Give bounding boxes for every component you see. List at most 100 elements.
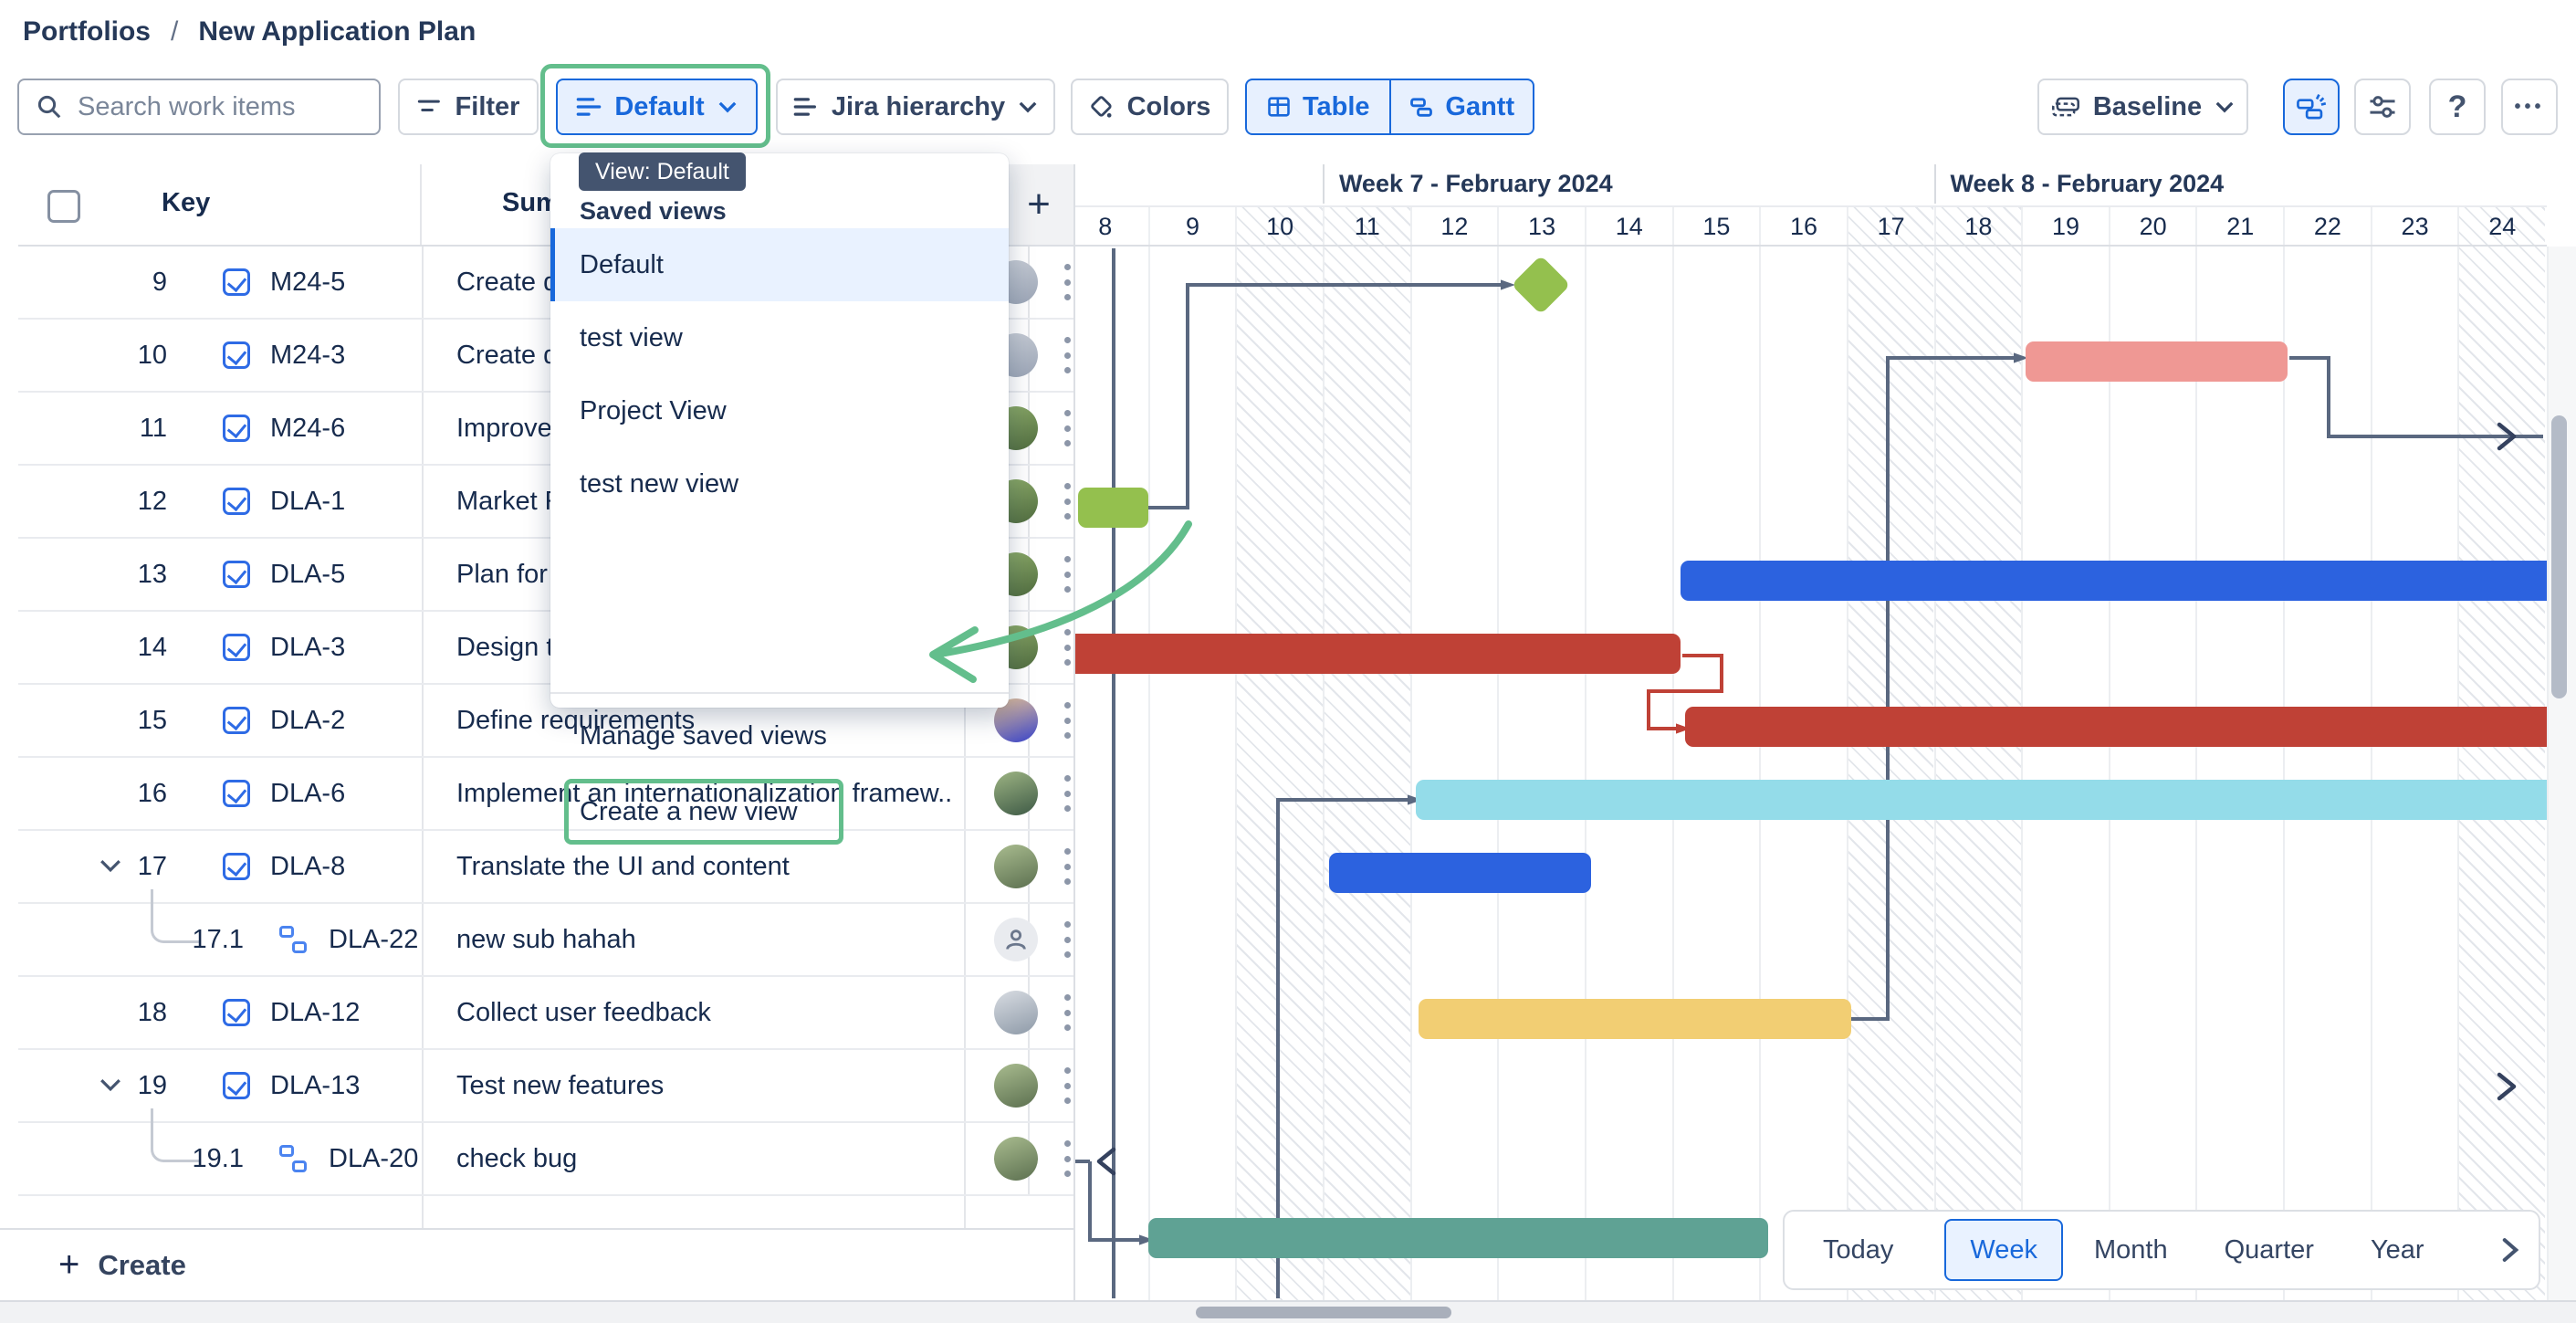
table-row[interactable]: 17 DLA-8 Translate the UI and content — [18, 831, 1073, 904]
avatar[interactable] — [994, 1064, 1038, 1108]
row-menu-button[interactable] — [1058, 483, 1073, 520]
work-item-summary[interactable]: Design th — [456, 632, 569, 662]
add-column-button[interactable]: + — [1004, 164, 1073, 245]
select-all-checkbox[interactable] — [47, 190, 80, 223]
row-menu-button[interactable] — [1058, 1067, 1073, 1104]
table-row[interactable]: 17.1 DLA-22 new sub hahah — [18, 889, 1073, 977]
gantt-bar[interactable] — [1416, 780, 2547, 820]
collapse-chevron-icon[interactable] — [99, 1076, 122, 1094]
horizontal-scrollbar-thumb[interactable] — [1196, 1307, 1451, 1318]
work-item-summary[interactable]: new sub hahah — [456, 924, 636, 954]
baseline-button[interactable]: Baseline — [2037, 79, 2248, 135]
row-number: 18 — [137, 997, 167, 1027]
table-row[interactable]: 19.1 DLA-20 check bug — [18, 1108, 1073, 1196]
vertical-scrollbar-track[interactable] — [2547, 247, 2576, 1300]
work-item-key[interactable]: DLA-13 — [270, 1070, 361, 1100]
work-item-key[interactable]: DLA-8 — [270, 851, 346, 881]
table-gantt-divider[interactable] — [1073, 164, 1075, 1300]
gantt-icon — [1410, 98, 1433, 117]
day-column — [2370, 247, 2458, 1300]
day-header: 8 — [1075, 207, 1148, 245]
avatar[interactable] — [994, 1137, 1038, 1181]
column-header-key[interactable]: Key — [162, 188, 211, 217]
work-item-key[interactable]: M24-5 — [270, 267, 346, 297]
work-item-summary[interactable]: check bug — [456, 1143, 578, 1173]
row-number: 16 — [137, 778, 167, 808]
work-item-summary[interactable]: Collect user feedback — [456, 997, 711, 1027]
table-row[interactable]: 19 DLA-13 Test new features — [18, 1050, 1073, 1123]
saved-views-dropdown: Saved views Default test view Project View… — [550, 153, 1009, 845]
settings-sliders-button[interactable] — [2354, 79, 2411, 135]
table-row[interactable]: 18 DLA-12 Collect user feedback — [18, 977, 1073, 1050]
work-item-key[interactable]: DLA-1 — [270, 486, 346, 516]
gantt-bar[interactable] — [1147, 1218, 1768, 1258]
gantt-toggle-button[interactable]: Gantt — [1391, 80, 1534, 133]
more-options-button[interactable]: ••• — [2501, 79, 2558, 135]
avatar-unassigned[interactable] — [994, 918, 1038, 961]
work-item-key[interactable]: DLA-6 — [270, 778, 346, 808]
row-menu-button[interactable] — [1058, 337, 1073, 373]
work-item-key[interactable]: DLA-22 — [329, 924, 419, 954]
view-selector-button[interactable]: Default — [556, 79, 758, 135]
table-row[interactable]: 15 DLA-2 Define requirements — [18, 685, 1073, 758]
timeline-next-button[interactable] — [2476, 1219, 2545, 1281]
day-column — [1584, 247, 1672, 1300]
row-menu-button[interactable] — [1058, 1140, 1073, 1177]
gantt-bar[interactable] — [1328, 853, 1591, 893]
work-item-key[interactable]: M24-3 — [270, 340, 346, 370]
search-field[interactable] — [76, 90, 353, 123]
manage-saved-views-item[interactable]: Manage saved views — [580, 720, 827, 751]
zoom-month-button[interactable]: Month — [2094, 1234, 2168, 1265]
work-item-key[interactable]: DLA-3 — [270, 632, 346, 662]
gantt-bar[interactable] — [1075, 634, 1681, 674]
work-item-key[interactable]: DLA-5 — [270, 559, 346, 589]
filter-button[interactable]: Filter — [398, 79, 539, 135]
saved-view-item[interactable]: test new view — [580, 468, 739, 499]
avatar[interactable] — [994, 845, 1038, 888]
search-input[interactable] — [17, 79, 381, 135]
gantt-bar[interactable] — [1078, 488, 1148, 528]
row-menu-button[interactable] — [1058, 410, 1073, 446]
gantt-bar[interactable] — [1681, 561, 2547, 601]
breadcrumb-portfolios[interactable]: Portfolios — [23, 16, 151, 47]
gantt-bar[interactable] — [1684, 707, 2547, 747]
work-item-summary[interactable]: Define requirements — [456, 705, 696, 735]
work-item-key[interactable]: M24-6 — [270, 413, 346, 443]
help-button[interactable]: ? — [2429, 79, 2486, 135]
row-menu-button[interactable] — [1058, 629, 1073, 666]
saved-view-item[interactable]: Default — [550, 228, 1009, 301]
gantt-bar[interactable] — [1419, 999, 1851, 1039]
colors-button[interactable]: Colors — [1071, 79, 1229, 135]
table-toggle-button[interactable]: Table — [1247, 80, 1391, 133]
hierarchy-selector-button[interactable]: Jira hierarchy — [776, 79, 1055, 135]
task-type-icon — [223, 999, 250, 1026]
zoom-quarter-button[interactable]: Quarter — [2224, 1234, 2314, 1265]
work-item-key[interactable]: DLA-20 — [329, 1143, 419, 1173]
create-work-item-button[interactable]: + Create — [0, 1228, 1073, 1300]
row-menu-button[interactable] — [1058, 702, 1073, 739]
work-item-summary[interactable]: Test new features — [456, 1070, 665, 1100]
saved-view-item[interactable]: test view — [580, 322, 683, 352]
row-menu-button[interactable] — [1058, 775, 1073, 812]
collapse-chevron-icon[interactable] — [99, 856, 122, 875]
work-item-key[interactable]: DLA-12 — [270, 997, 361, 1027]
today-button[interactable]: Today — [1823, 1234, 1894, 1265]
dropdown-separator — [550, 692, 1009, 694]
row-menu-button[interactable] — [1058, 921, 1073, 958]
zoom-year-button[interactable]: Year — [2370, 1234, 2424, 1265]
avatar[interactable] — [994, 991, 1038, 1034]
saved-view-item[interactable]: Project View — [580, 395, 727, 425]
row-menu-button[interactable] — [1058, 264, 1073, 300]
table-row[interactable]: 11 M24-6 Improve p — [18, 393, 1073, 466]
row-menu-button[interactable] — [1058, 994, 1073, 1031]
work-item-summary[interactable]: Translate the UI and content — [456, 851, 790, 881]
vertical-scrollbar-thumb[interactable] — [2551, 415, 2567, 698]
avatar[interactable] — [994, 772, 1038, 815]
zoom-week-button[interactable]: Week — [1944, 1219, 2063, 1281]
work-item-key[interactable]: DLA-2 — [270, 705, 346, 735]
auto-schedule-button[interactable] — [2283, 79, 2340, 135]
create-new-view-item[interactable]: Create a new view — [580, 796, 798, 826]
gantt-bar[interactable] — [2025, 341, 2288, 382]
row-menu-button[interactable] — [1058, 848, 1073, 885]
row-menu-button[interactable] — [1058, 556, 1073, 593]
